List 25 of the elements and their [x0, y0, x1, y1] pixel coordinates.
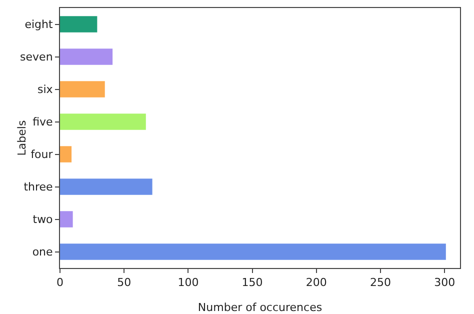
x-tick-label: 300: [434, 276, 456, 290]
bar: [60, 146, 72, 162]
x-tick-label: 250: [370, 276, 392, 290]
bar: [60, 178, 152, 195]
x-tick-label: 150: [242, 276, 263, 290]
x-tick-label: 0: [56, 276, 64, 290]
y-tick-label: one: [32, 246, 54, 259]
y-tick-label: two: [32, 213, 54, 226]
y-tick-label: eight: [24, 18, 54, 32]
bar: [60, 114, 146, 130]
y-tick-label: four: [30, 148, 54, 162]
y-tick-label: six: [38, 83, 54, 96]
bar: [60, 244, 446, 260]
y-tick-label: seven: [20, 50, 53, 64]
y-tick-label: five: [32, 116, 54, 129]
bar: [60, 48, 113, 65]
bar: [60, 81, 105, 98]
x-tick-label: 100: [178, 276, 199, 290]
x-tick-label: 50: [117, 276, 132, 290]
y-axis-title: Labels: [16, 120, 29, 156]
bar: [60, 16, 98, 32]
x-axis-title: Number of occurences: [198, 301, 322, 314]
y-tick-label: three: [24, 180, 54, 194]
bar: [60, 211, 73, 228]
x-tick-label: 200: [306, 276, 327, 290]
